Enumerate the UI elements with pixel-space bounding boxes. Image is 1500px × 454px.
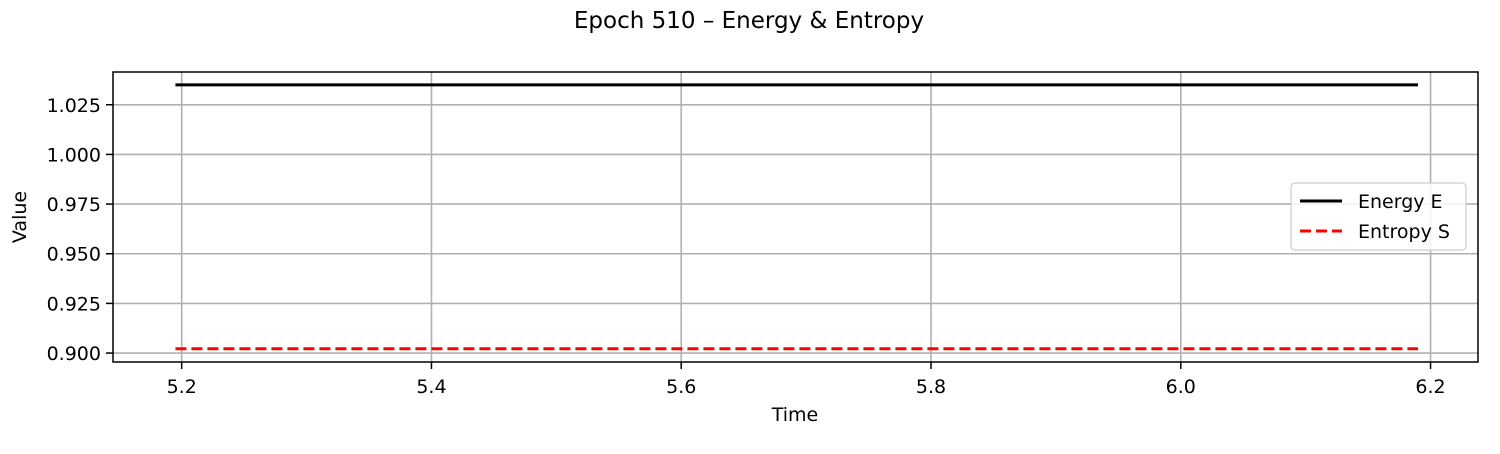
legend-label-energy: Energy E bbox=[1358, 191, 1443, 213]
x-tick-label: 5.2 bbox=[167, 376, 197, 398]
y-tick-label: 1.000 bbox=[47, 144, 101, 166]
plot-area-frame bbox=[112, 71, 1479, 363]
y-tick-label: 0.975 bbox=[47, 194, 101, 216]
legend-label-entropy: Entropy S bbox=[1358, 221, 1450, 243]
axis-ticks: 5.2 5.4 5.6 5.8 6.0 6.2 0.900 0.925 0.950 0.975 1.… bbox=[47, 95, 1446, 398]
x-tick-label: 6.0 bbox=[1166, 376, 1196, 398]
x-tick-label: 5.4 bbox=[416, 376, 446, 398]
y-tick-label: 1.025 bbox=[47, 95, 101, 117]
chart-title: Epoch 510 – Energy & Entropy bbox=[574, 8, 924, 34]
y-tick-label: 0.950 bbox=[47, 244, 101, 266]
y-tick-label: 0.900 bbox=[47, 343, 101, 365]
legend: Energy E Entropy S bbox=[1290, 182, 1467, 251]
x-tick-label: 6.2 bbox=[1415, 376, 1445, 398]
y-axis-label: Value bbox=[9, 191, 31, 243]
plot-lines bbox=[175, 83, 1419, 351]
x-tick-label: 5.6 bbox=[666, 376, 696, 398]
x-axis-label: Time bbox=[771, 404, 819, 426]
x-tick-label: 5.8 bbox=[916, 376, 946, 398]
y-tick-label: 0.925 bbox=[47, 293, 101, 315]
grid-lines bbox=[113, 72, 1478, 362]
